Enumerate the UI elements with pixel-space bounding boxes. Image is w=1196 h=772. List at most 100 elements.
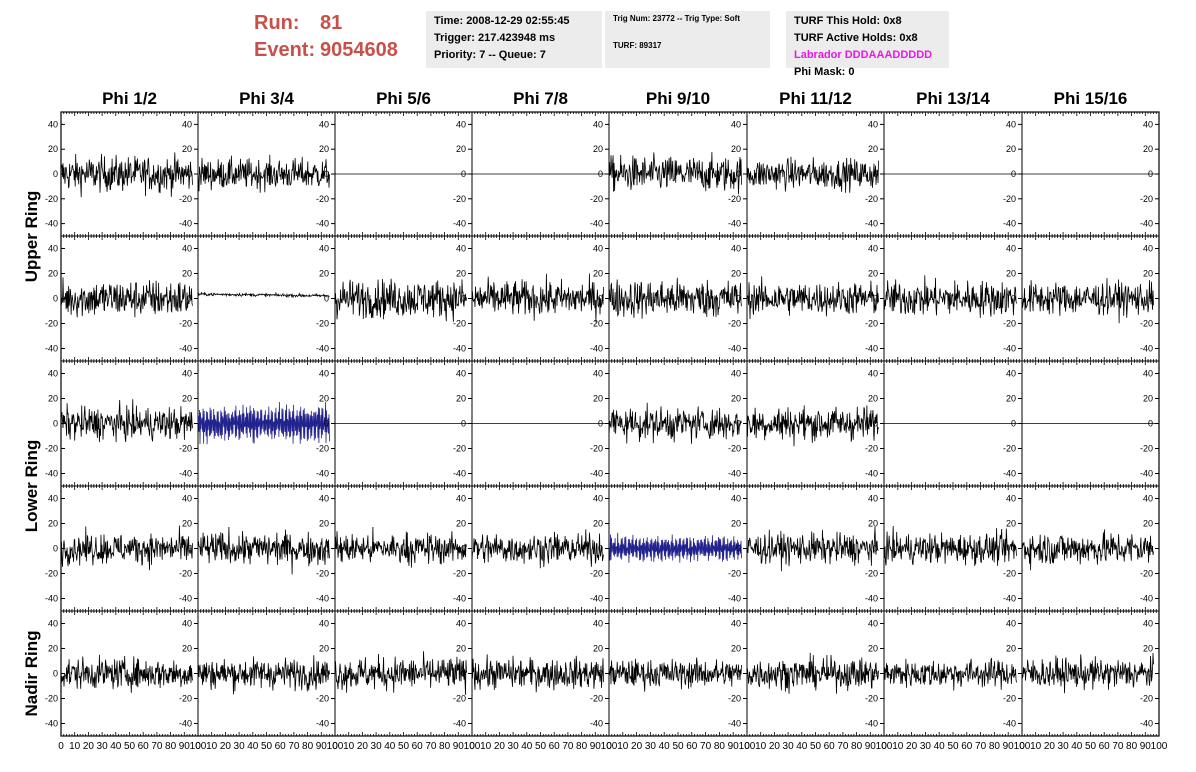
y-tick-label: 40 [593, 244, 603, 254]
trig-num-text: Trig Num: 23772 -- Trig Type: Soft [613, 14, 740, 23]
y-tick-label: -20 [728, 569, 741, 579]
y-tick-label: 20 [456, 144, 466, 154]
x-tick-label: 90 [179, 741, 191, 752]
y-tick-label: -20 [590, 444, 603, 454]
y-tick-label: -40 [1140, 594, 1153, 604]
y-tick-label: 40 [1006, 494, 1016, 504]
y-tick-label-left: 40 [48, 369, 58, 379]
y-tick-label: 0 [324, 544, 329, 554]
y-tick-label: 0 [598, 544, 603, 554]
y-tick-label: 0 [187, 294, 192, 304]
y-tick-label: 0 [736, 669, 741, 679]
x-tick-label: 80 [302, 741, 314, 752]
y-tick-label: 40 [868, 119, 878, 129]
y-tick-label: 20 [593, 144, 603, 154]
y-tick-label: -20 [316, 319, 329, 329]
waveform-trace [197, 526, 330, 575]
y-tick-label: 20 [731, 644, 741, 654]
x-tick-label: 60 [138, 741, 150, 752]
y-tick-label: -40 [453, 594, 466, 604]
event-value: 9054608 [320, 39, 398, 61]
y-tick-label: 20 [456, 269, 466, 279]
y-tick-label: 0 [873, 669, 878, 679]
x-tick-label: 10 [480, 741, 492, 752]
x-tick-label: 0 [58, 741, 64, 752]
x-tick-label: 50 [124, 741, 136, 752]
x-tick-label: 90 [728, 741, 740, 752]
y-tick-label: 0 [1148, 419, 1153, 429]
y-tick-label: -40 [728, 594, 741, 604]
event-label: Event: [254, 39, 316, 61]
y-tick-label: -40 [865, 469, 878, 479]
x-tick-label: 60 [1099, 741, 1111, 752]
y-tick-label: -20 [1140, 694, 1153, 704]
y-tick-label: -40 [316, 344, 329, 354]
y-tick-label: -20 [1140, 569, 1153, 579]
y-tick-label-left: -40 [45, 719, 58, 729]
x-tick-label: 30 [783, 741, 795, 752]
x-tick-label: 20 [220, 741, 232, 752]
x-tick-label: 100 [1151, 741, 1168, 752]
waveform-trace [746, 652, 879, 694]
y-tick-label: 40 [593, 494, 603, 504]
x-tick-label: 70 [562, 741, 574, 752]
waveform-trace [746, 405, 879, 447]
column-title: Phi 1/2 [102, 89, 157, 108]
x-tick-label: 20 [1044, 741, 1056, 752]
y-tick-label: -20 [1140, 444, 1153, 454]
y-tick-label: 0 [461, 669, 466, 679]
run-row: Run: 81 [254, 10, 398, 37]
y-tick-label-left: -40 [45, 344, 58, 354]
y-tick-label: 40 [593, 619, 603, 629]
y-tick-label: 0 [461, 294, 466, 304]
y-tick-label: -20 [453, 319, 466, 329]
y-tick-label: -20 [453, 444, 466, 454]
y-tick-label: 40 [731, 244, 741, 254]
y-tick-label: 20 [456, 394, 466, 404]
y-tick-label: -40 [316, 219, 329, 229]
x-tick-label: 20 [83, 741, 95, 752]
run-value: 81 [320, 12, 343, 34]
ring-label: Upper Ring [22, 191, 41, 283]
y-tick-label: 40 [868, 494, 878, 504]
x-tick-label: 50 [672, 741, 684, 752]
x-tick-label: 40 [659, 741, 671, 752]
y-tick-label: 20 [456, 644, 466, 654]
x-tick-label: 40 [384, 741, 396, 752]
y-tick-label: 40 [731, 494, 741, 504]
y-tick-label: -20 [1003, 569, 1016, 579]
y-tick-label: 20 [1006, 144, 1016, 154]
y-tick-label: 20 [731, 144, 741, 154]
y-tick-label: 0 [736, 169, 741, 179]
y-tick-label: 40 [182, 119, 192, 129]
y-tick-label: 0 [1148, 294, 1153, 304]
y-tick-label: -40 [179, 719, 192, 729]
column-title: Phi 13/14 [916, 89, 990, 108]
y-tick-label: 40 [456, 494, 466, 504]
waveform-trace [334, 278, 467, 322]
x-tick-label: 50 [261, 741, 273, 752]
y-tick-label: -40 [728, 344, 741, 354]
x-tick-label: 40 [110, 741, 122, 752]
y-tick-label: -40 [316, 469, 329, 479]
y-tick-label: 20 [1143, 519, 1153, 529]
waveform-trace [608, 402, 742, 444]
x-tick-label: 80 [851, 741, 863, 752]
y-tick-label: -40 [865, 719, 878, 729]
y-tick-label-left: 20 [48, 144, 58, 154]
waveform-trace [197, 401, 330, 445]
y-tick-label: -20 [453, 694, 466, 704]
x-tick-label: 10 [343, 741, 355, 752]
y-tick-label: 40 [1143, 494, 1153, 504]
y-tick-label: 20 [182, 144, 192, 154]
y-tick-label: -20 [316, 694, 329, 704]
x-tick-label: 90 [1140, 741, 1152, 752]
y-tick-label: -40 [1003, 594, 1016, 604]
y-tick-label: 20 [868, 269, 878, 279]
y-tick-label: 40 [731, 619, 741, 629]
y-tick-label: 20 [319, 144, 329, 154]
time-text: Time: 2008-12-29 02:55:45 [434, 15, 570, 27]
y-tick-label: 40 [319, 369, 329, 379]
trigger-text: Trigger: 217.423948 ms [434, 32, 556, 44]
x-tick-label: 10 [755, 741, 767, 752]
